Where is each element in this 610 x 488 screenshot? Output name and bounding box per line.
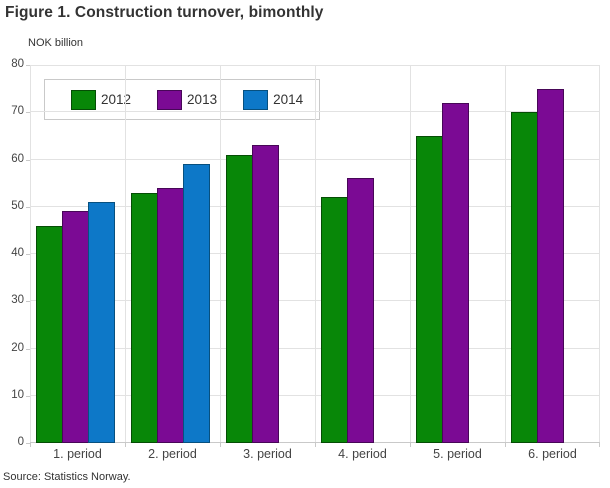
y-tick-label-30: 30 xyxy=(11,294,24,307)
bar-2013-period-5 xyxy=(442,103,469,443)
x-category-label-5: 5. period xyxy=(433,447,482,461)
x-tick-mark-6 xyxy=(599,443,600,447)
bar-2012-period-2 xyxy=(131,193,158,443)
y-tick-label-60: 60 xyxy=(11,152,24,165)
bar-2012-period-6 xyxy=(511,112,538,443)
bar-2013-period-4 xyxy=(347,178,374,443)
legend-label-2012: 2012 xyxy=(101,92,132,107)
x-tick-mark-2 xyxy=(220,443,221,447)
gridline-v-6 xyxy=(599,65,600,443)
x-tick-mark-4 xyxy=(410,443,411,447)
bar-2014-period-1 xyxy=(88,202,115,443)
gridline-v-4 xyxy=(410,65,411,443)
legend-label-2013: 2013 xyxy=(187,92,218,107)
bar-2012-period-3 xyxy=(226,155,253,443)
y-tick-label-20: 20 xyxy=(11,341,24,354)
y-tick-label-80: 80 xyxy=(11,58,24,70)
legend-swatch-2014 xyxy=(243,89,269,110)
source-note: Source: Statistics Norway. xyxy=(3,471,131,483)
x-category-label-3: 3. period xyxy=(243,447,292,461)
x-tick-mark-3 xyxy=(315,443,316,447)
y-tick-label-40: 40 xyxy=(11,247,24,259)
gridline-v-1 xyxy=(125,65,126,443)
legend-swatch-2012 xyxy=(71,89,96,110)
bar-2013-period-3 xyxy=(252,145,279,443)
legend-swatch-2013 xyxy=(157,89,183,110)
x-tick-mark-1 xyxy=(125,443,126,447)
y-tick-label-70: 70 xyxy=(11,105,24,118)
x-category-label-4: 4. period xyxy=(338,447,387,461)
y-tick-mark-10 xyxy=(26,395,30,397)
gridline-v-5 xyxy=(505,65,506,443)
y-tick-label-50: 50 xyxy=(11,199,24,212)
y-tick-mark-50 xyxy=(26,206,30,208)
y-tick-label-0: 0 xyxy=(17,436,24,448)
x-tick-mark-0 xyxy=(30,443,31,447)
y-tick-mark-0 xyxy=(26,443,30,444)
legend-item-2013: 2013 xyxy=(157,89,218,110)
x-axis-line xyxy=(30,442,600,443)
bar-2012-period-5 xyxy=(416,136,443,443)
gridline-v-0 xyxy=(30,65,31,443)
plot-area: 2012 2013 2014 xyxy=(30,65,600,443)
x-category-label-1: 1. period xyxy=(53,447,102,461)
x-category-label-6: 6. period xyxy=(528,447,577,461)
bar-2014-period-2 xyxy=(183,164,210,443)
y-tick-mark-40 xyxy=(26,254,30,255)
y-tick-label-10: 10 xyxy=(11,388,24,401)
bar-2013-period-6 xyxy=(537,89,564,443)
y-tick-mark-70 xyxy=(26,112,30,114)
legend: 2012 2013 2014 xyxy=(44,79,321,120)
y-tick-mark-60 xyxy=(26,159,30,161)
y-tick-mark-80 xyxy=(26,65,30,66)
x-category-label-2: 2. period xyxy=(148,447,197,461)
x-tick-mark-5 xyxy=(505,443,506,447)
legend-item-2012: 2012 xyxy=(71,89,132,110)
gridline-v-3 xyxy=(315,65,316,443)
chart-title: Figure 1. Construction turnover, bimonth… xyxy=(5,4,324,21)
gridline-v-2 xyxy=(220,65,221,443)
y-tick-mark-20 xyxy=(26,348,30,350)
legend-label-2014: 2014 xyxy=(273,92,304,107)
bar-2013-period-2 xyxy=(157,188,184,443)
legend-item-2014: 2014 xyxy=(243,89,304,110)
y-tick-mark-30 xyxy=(26,301,30,303)
bar-2012-period-4 xyxy=(321,197,348,443)
y-axis-unit-label: NOK billion xyxy=(28,37,84,49)
bar-2012-period-1 xyxy=(36,226,63,443)
bar-2013-period-1 xyxy=(62,211,89,443)
